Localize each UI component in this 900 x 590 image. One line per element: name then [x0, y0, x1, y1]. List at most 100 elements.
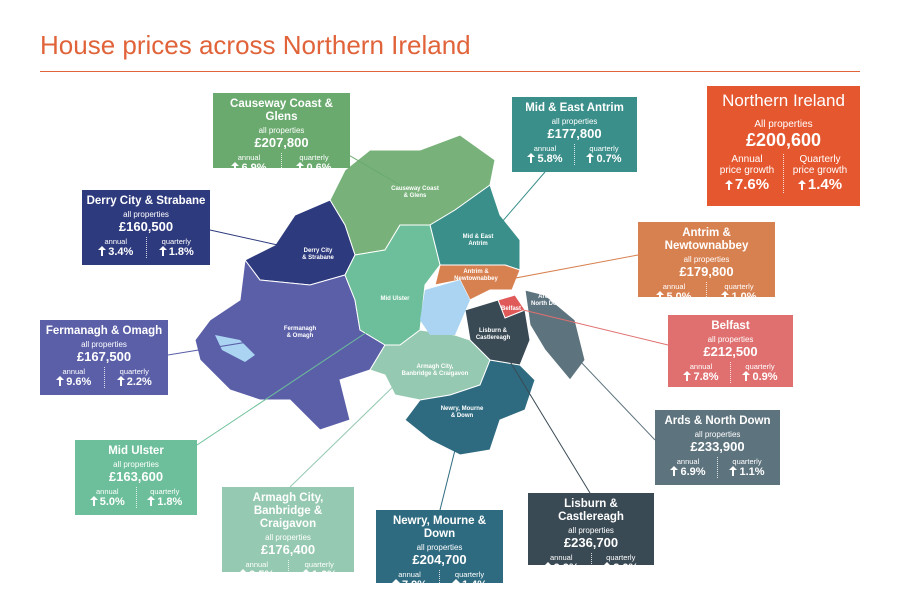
growth-label: quarterly — [724, 282, 754, 291]
connector — [196, 329, 371, 446]
up-arrow — [729, 466, 738, 476]
annual-column: annual 7.9% — [380, 570, 439, 590]
growth-text: 1.1% — [739, 466, 765, 478]
arrow-shape — [603, 562, 612, 572]
up-arrow — [724, 180, 733, 190]
growth-text: 2.0% — [613, 562, 639, 574]
growth-row: Annual price growth 7.6% Quarterly price gro… — [711, 154, 856, 193]
box-subtitle: all properties — [707, 335, 754, 344]
box-name: Ards & North Down — [664, 415, 771, 427]
box-name: Mid Ulster — [108, 445, 164, 457]
growth-value: 5.8% — [516, 153, 574, 165]
quarterly-column: quarterly 1.6% — [287, 560, 351, 581]
region-box: Fermanagh & Omagh all properties £167,500 a… — [40, 320, 168, 395]
box-subtitle: all properties — [568, 526, 614, 535]
growth-value: 2.0% — [592, 562, 651, 574]
map-label: Derry City — [304, 248, 333, 254]
region-box: Mid & East Antrim all properties £177,800 a… — [512, 97, 637, 172]
growth-label: annual — [533, 144, 557, 153]
map-label: Antrim & — [463, 269, 489, 275]
annual-column: annual 3.4% — [86, 237, 146, 258]
growth-label: quarterly — [732, 457, 762, 466]
arrow-shape — [158, 246, 167, 256]
quarterly-column: quarterly 2.0% — [590, 553, 651, 574]
arrow-shape — [656, 291, 665, 301]
map-label: Ards & — [538, 294, 558, 300]
map-label: Newry, Mourne — [441, 406, 484, 412]
growth-text: 5.0% — [666, 291, 692, 303]
annual-column: annual 6.9% — [217, 153, 281, 174]
region-shape — [434, 264, 521, 301]
box-name: Causeway Coast & Glens — [230, 98, 333, 123]
up-arrow — [721, 291, 730, 301]
growth-label: price growth — [719, 165, 775, 176]
up-arrow — [296, 162, 305, 172]
growth-text: 3.4% — [108, 246, 134, 258]
growth-row: annual 7.9% quarterly 1.4% — [380, 570, 499, 590]
arrow-shape — [231, 162, 240, 172]
growth-value: 5.0% — [79, 496, 136, 508]
growth-value: 1.8% — [147, 246, 207, 258]
arrow-shape — [451, 579, 460, 589]
growth-label: annual — [237, 153, 261, 162]
up-arrow — [451, 579, 460, 589]
box-price: £163,600 — [108, 469, 164, 484]
region-box: Lisburn & Castlereagh all properties £236,… — [528, 493, 654, 574]
growth-value: 7.9% — [380, 579, 439, 590]
box-name: Belfast — [711, 320, 750, 332]
growth-value: 1.4% — [440, 579, 499, 590]
box-subtitle: all properties — [123, 210, 169, 219]
growth-label: quarterly — [606, 553, 636, 562]
connector — [209, 229, 301, 251]
map-label: & Omagh — [287, 333, 314, 339]
up-arrow — [391, 579, 400, 589]
up-arrow — [543, 562, 552, 572]
up-arrow — [56, 376, 65, 386]
growth-value: 1.4% — [784, 176, 856, 193]
up-arrow — [603, 562, 612, 572]
quarterly-column: quarterly 0.7% — [574, 144, 633, 165]
growth-text: 6.9% — [680, 466, 706, 478]
connector — [499, 344, 591, 494]
growth-row: annual 5.8% quarterly 0.7% — [516, 144, 633, 165]
box-price: £236,700 — [563, 535, 619, 550]
box-name: Armagh City, Banbridge & Craigavon — [252, 492, 324, 530]
map-label: Newtownabbey — [454, 276, 498, 282]
growth-row: annual 6.9% quarterly 0.6% — [217, 153, 346, 174]
map-label: Belfast — [501, 306, 521, 312]
growth-row: annual 3.4% quarterly 1.8% — [86, 237, 206, 258]
growth-row: annual 9.5% quarterly 1.6% — [226, 560, 350, 581]
arrow-shape — [301, 569, 310, 579]
annual-column: annual 5.0% — [79, 487, 136, 508]
arrow-shape — [89, 496, 98, 506]
quarterly-column: quarterly 1.0% — [706, 282, 771, 303]
growth-row: annual 7.8% quarterly 0.9% — [672, 362, 789, 383]
up-arrow — [301, 569, 310, 579]
box-name: Mid & East Antrim — [525, 102, 624, 114]
arrow-shape — [527, 153, 536, 163]
growth-text: 6.9% — [241, 162, 267, 174]
region-box: Antrim & Newtownabbey all properties £179,… — [638, 222, 775, 303]
growth-text: 0.6% — [306, 162, 332, 174]
arrow-shape — [56, 376, 65, 386]
growth-value: 0.9% — [731, 371, 789, 383]
connector — [167, 339, 261, 356]
growth-label: Quarterly — [799, 154, 841, 165]
box-subtitle: all properties — [81, 340, 127, 349]
map-label: North Down — [531, 301, 565, 307]
growth-text: 1.8% — [157, 496, 183, 508]
arrow-shape — [239, 569, 248, 579]
map-label: Mid Ulster — [380, 296, 410, 302]
title: House prices across Northern Ireland — [40, 30, 471, 60]
map-label: Armagh City, — [417, 364, 454, 370]
region-shape — [524, 289, 586, 381]
growth-text: 5.0% — [99, 496, 125, 508]
map-label: Antrim — [468, 241, 487, 247]
box-price: £160,500 — [118, 219, 174, 234]
growth-value: 0.7% — [575, 153, 633, 165]
arrow-shape — [724, 180, 733, 190]
growth-text: 1.4% — [807, 176, 843, 193]
growth-row: annual 9.6% quarterly 2.2% — [44, 367, 164, 388]
up-arrow — [98, 246, 107, 256]
